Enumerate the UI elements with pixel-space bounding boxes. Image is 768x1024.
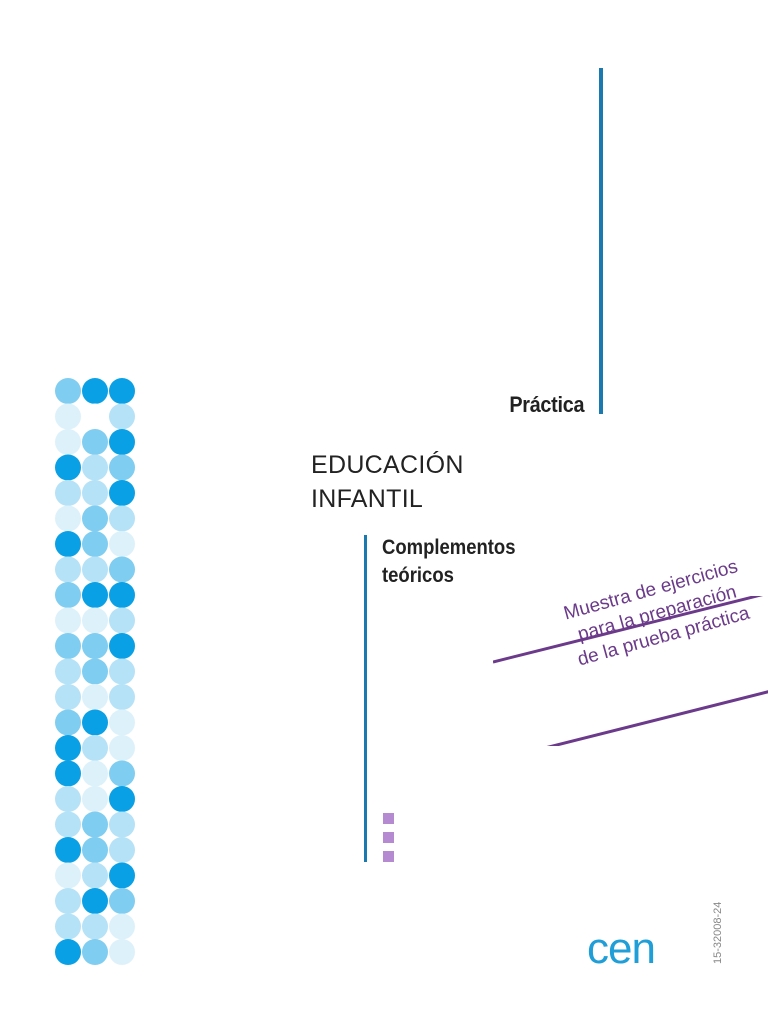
- pattern-dot: [109, 658, 135, 685]
- pattern-dot: [55, 888, 81, 914]
- pattern-dot: [55, 684, 81, 710]
- pattern-dot: [82, 837, 108, 863]
- pattern-dot: [82, 709, 108, 736]
- pattern-dot: [109, 429, 135, 455]
- dot-pattern: [55, 378, 135, 965]
- pattern-dot: [82, 607, 108, 634]
- pattern-dot: [109, 760, 135, 787]
- pattern-dot: [82, 735, 108, 761]
- pattern-dot: [109, 913, 135, 940]
- pattern-dot: [55, 582, 81, 608]
- pattern-dot: [82, 582, 108, 608]
- pattern-dot: [55, 429, 81, 455]
- pattern-dot: [109, 531, 135, 557]
- pattern-dot: [109, 480, 135, 506]
- title-line-1: EDUCACIÓN: [311, 451, 464, 479]
- pattern-dot: [109, 888, 135, 914]
- pattern-dot: [55, 556, 81, 583]
- pattern-dot: [109, 939, 135, 965]
- pattern-dot: [82, 556, 108, 583]
- pattern-dot: [109, 786, 135, 812]
- purple-square-3: [383, 851, 394, 862]
- pattern-dot: [109, 862, 135, 889]
- pattern-dot: [82, 531, 108, 557]
- pattern-dot: [109, 709, 135, 736]
- pattern-dot: [109, 582, 135, 608]
- pattern-dot: [82, 658, 108, 685]
- pattern-dot: [109, 607, 135, 634]
- subtitle-line-1: Complementos: [382, 536, 516, 559]
- title-line-2: INFANTIL: [311, 485, 424, 513]
- subtitle-line-2: teóricos: [382, 564, 454, 587]
- pattern-dot: [55, 403, 81, 430]
- page-title: EDUCACIÓN INFANTIL: [311, 448, 464, 516]
- pattern-dot: [55, 658, 81, 685]
- middle-vertical-rule: [364, 535, 367, 862]
- pattern-dot: [55, 735, 81, 761]
- pattern-dot: [109, 684, 135, 710]
- pattern-dot: [82, 429, 108, 455]
- pattern-dot: [55, 454, 81, 481]
- pattern-dot: [55, 837, 81, 863]
- top-vertical-rule: [599, 68, 603, 414]
- pattern-dot: [82, 633, 108, 659]
- pattern-dot: [109, 837, 135, 863]
- pattern-dot: [55, 531, 81, 557]
- pattern-dot: [109, 403, 135, 430]
- section-label: Práctica: [509, 392, 584, 417]
- pattern-dot: [82, 811, 108, 838]
- pattern-dot: [109, 454, 135, 481]
- pattern-dot: [82, 760, 108, 787]
- pattern-dot: [55, 480, 81, 506]
- pattern-dot: [55, 760, 81, 787]
- pattern-dot: [55, 505, 81, 532]
- pattern-dot: [55, 709, 81, 736]
- pattern-dot: [109, 378, 135, 404]
- pattern-dot: [82, 684, 108, 710]
- pattern-dot: [82, 480, 108, 506]
- pattern-dot: [55, 633, 81, 659]
- subtitle: Complementos teóricos: [382, 534, 515, 590]
- pattern-dot: [109, 811, 135, 838]
- purple-square-2: [383, 832, 394, 843]
- pattern-dot: [109, 633, 135, 659]
- pattern-dot: [82, 786, 108, 812]
- purple-square-1: [383, 813, 394, 824]
- pattern-dot: [55, 811, 81, 838]
- pattern-dot: [109, 556, 135, 583]
- pattern-dot: [82, 403, 108, 430]
- pattern-dot: [55, 378, 81, 404]
- product-code: 15-32008-24: [712, 901, 724, 964]
- pattern-dot: [55, 862, 81, 889]
- pattern-dot: [55, 913, 81, 940]
- pattern-dot: [82, 862, 108, 889]
- publisher-logo: cen: [587, 924, 656, 973]
- pattern-dot: [55, 786, 81, 812]
- purple-stripe-lines: [493, 596, 768, 746]
- pattern-dot: [82, 939, 108, 965]
- pattern-dot: [82, 378, 108, 404]
- pattern-dot: [82, 913, 108, 940]
- pattern-dot: [55, 607, 81, 634]
- pattern-dot: [109, 505, 135, 532]
- pattern-dot: [82, 505, 108, 532]
- pattern-dot: [55, 939, 81, 965]
- pattern-dot: [82, 454, 108, 481]
- pattern-dot: [109, 735, 135, 761]
- pattern-dot: [82, 888, 108, 914]
